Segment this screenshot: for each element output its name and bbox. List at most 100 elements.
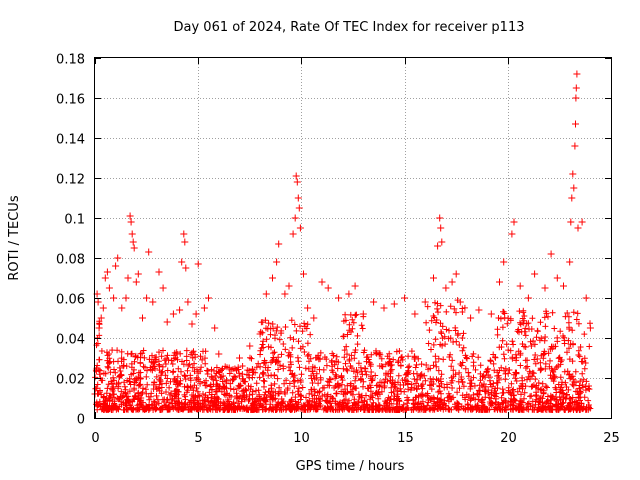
data-point [101, 274, 109, 282]
data-point [448, 278, 456, 286]
data-point [262, 290, 270, 298]
data-point-markers [91, 70, 594, 398]
data-point [94, 298, 102, 306]
x-axis-label: GPS time / hours [296, 459, 405, 474]
data-point [114, 254, 122, 262]
data-point [531, 270, 539, 278]
data-point [310, 314, 318, 322]
data-point [178, 258, 186, 266]
x-tick-label: 5 [194, 431, 202, 446]
data-point [568, 194, 576, 202]
y-tick-label: 0.18 [56, 53, 85, 68]
data-point [127, 218, 135, 226]
data-point [456, 298, 464, 306]
y-tick-label: 0 [77, 413, 85, 428]
data-point [300, 270, 307, 278]
data-point [128, 230, 136, 238]
data-point [163, 318, 171, 326]
data-point [211, 324, 219, 332]
data-point [155, 268, 163, 276]
data-point [134, 270, 142, 278]
data-point [99, 304, 107, 312]
data-point [256, 330, 264, 338]
data-point [560, 282, 567, 290]
data-point [97, 314, 105, 322]
data-point [205, 294, 212, 302]
data-point [438, 238, 446, 246]
data-point [524, 294, 532, 302]
data-point [578, 218, 586, 226]
y-tick-label: 0.06 [56, 293, 85, 308]
data-cloud-path [92, 297, 594, 413]
data-point [281, 290, 289, 298]
grid-lines [95, 58, 611, 418]
data-point [390, 300, 398, 308]
data-point [269, 274, 276, 282]
data-point [370, 298, 378, 306]
data-point [324, 284, 332, 292]
data-point [215, 350, 223, 358]
data-point [411, 310, 419, 318]
data-point [273, 258, 281, 266]
data-point [295, 204, 303, 212]
data-point [566, 258, 574, 266]
data-point [122, 294, 130, 302]
data-point [296, 224, 304, 232]
x-tick-label: 20 [500, 431, 517, 446]
data-point [318, 278, 326, 286]
data-point [169, 310, 177, 318]
data-point [574, 224, 582, 232]
axis-ticks: 0 0.02 0.04 0.06 0.08 0.1 0.12 0.14 0.16 0.18 0 5 10… [56, 53, 620, 447]
data-point [275, 240, 283, 248]
data-point [95, 324, 103, 332]
data-point [586, 324, 594, 332]
x-tick-label: 10 [293, 431, 310, 446]
data-point [359, 310, 367, 318]
data-point [487, 310, 495, 318]
data-point [246, 342, 254, 350]
data-point [145, 248, 153, 256]
data-point [571, 142, 579, 150]
data-point [149, 298, 157, 306]
data-point [182, 264, 190, 272]
data-point [335, 294, 343, 302]
data-point [180, 230, 188, 238]
data-point [105, 284, 113, 292]
y-axis-label: ROTI / TECUs [7, 195, 22, 280]
data-point [181, 238, 189, 246]
chart-title: Day 061 of 2024, Rate Of TEC Index for r… [174, 20, 525, 35]
data-point [467, 314, 475, 322]
data-point [567, 218, 575, 226]
data-point [194, 260, 202, 268]
data-point [293, 178, 301, 186]
data-point [200, 304, 208, 312]
x-tick-label: 0 [91, 431, 99, 446]
data-point [129, 238, 137, 246]
data-point [573, 70, 581, 78]
data-point [236, 354, 243, 362]
data-point [572, 94, 580, 102]
data-point [291, 214, 299, 222]
data-point [437, 224, 445, 232]
data-point [225, 364, 233, 372]
y-tick-label: 0.14 [56, 133, 85, 148]
data-point [547, 250, 555, 258]
data-point [345, 290, 353, 298]
data-point [475, 306, 483, 314]
data-point [569, 170, 577, 178]
data-point [143, 294, 151, 302]
data-point [452, 270, 460, 278]
data-point [442, 284, 450, 292]
data-point [294, 194, 302, 202]
data-point [126, 212, 134, 220]
dense-data-cloud [92, 297, 594, 413]
data-point [184, 298, 192, 306]
data-point [192, 310, 200, 318]
data-point [570, 184, 578, 192]
data-point [380, 304, 388, 312]
data-point [500, 258, 508, 266]
data-point [553, 274, 561, 282]
data-point [304, 304, 312, 312]
data-point [118, 304, 126, 312]
